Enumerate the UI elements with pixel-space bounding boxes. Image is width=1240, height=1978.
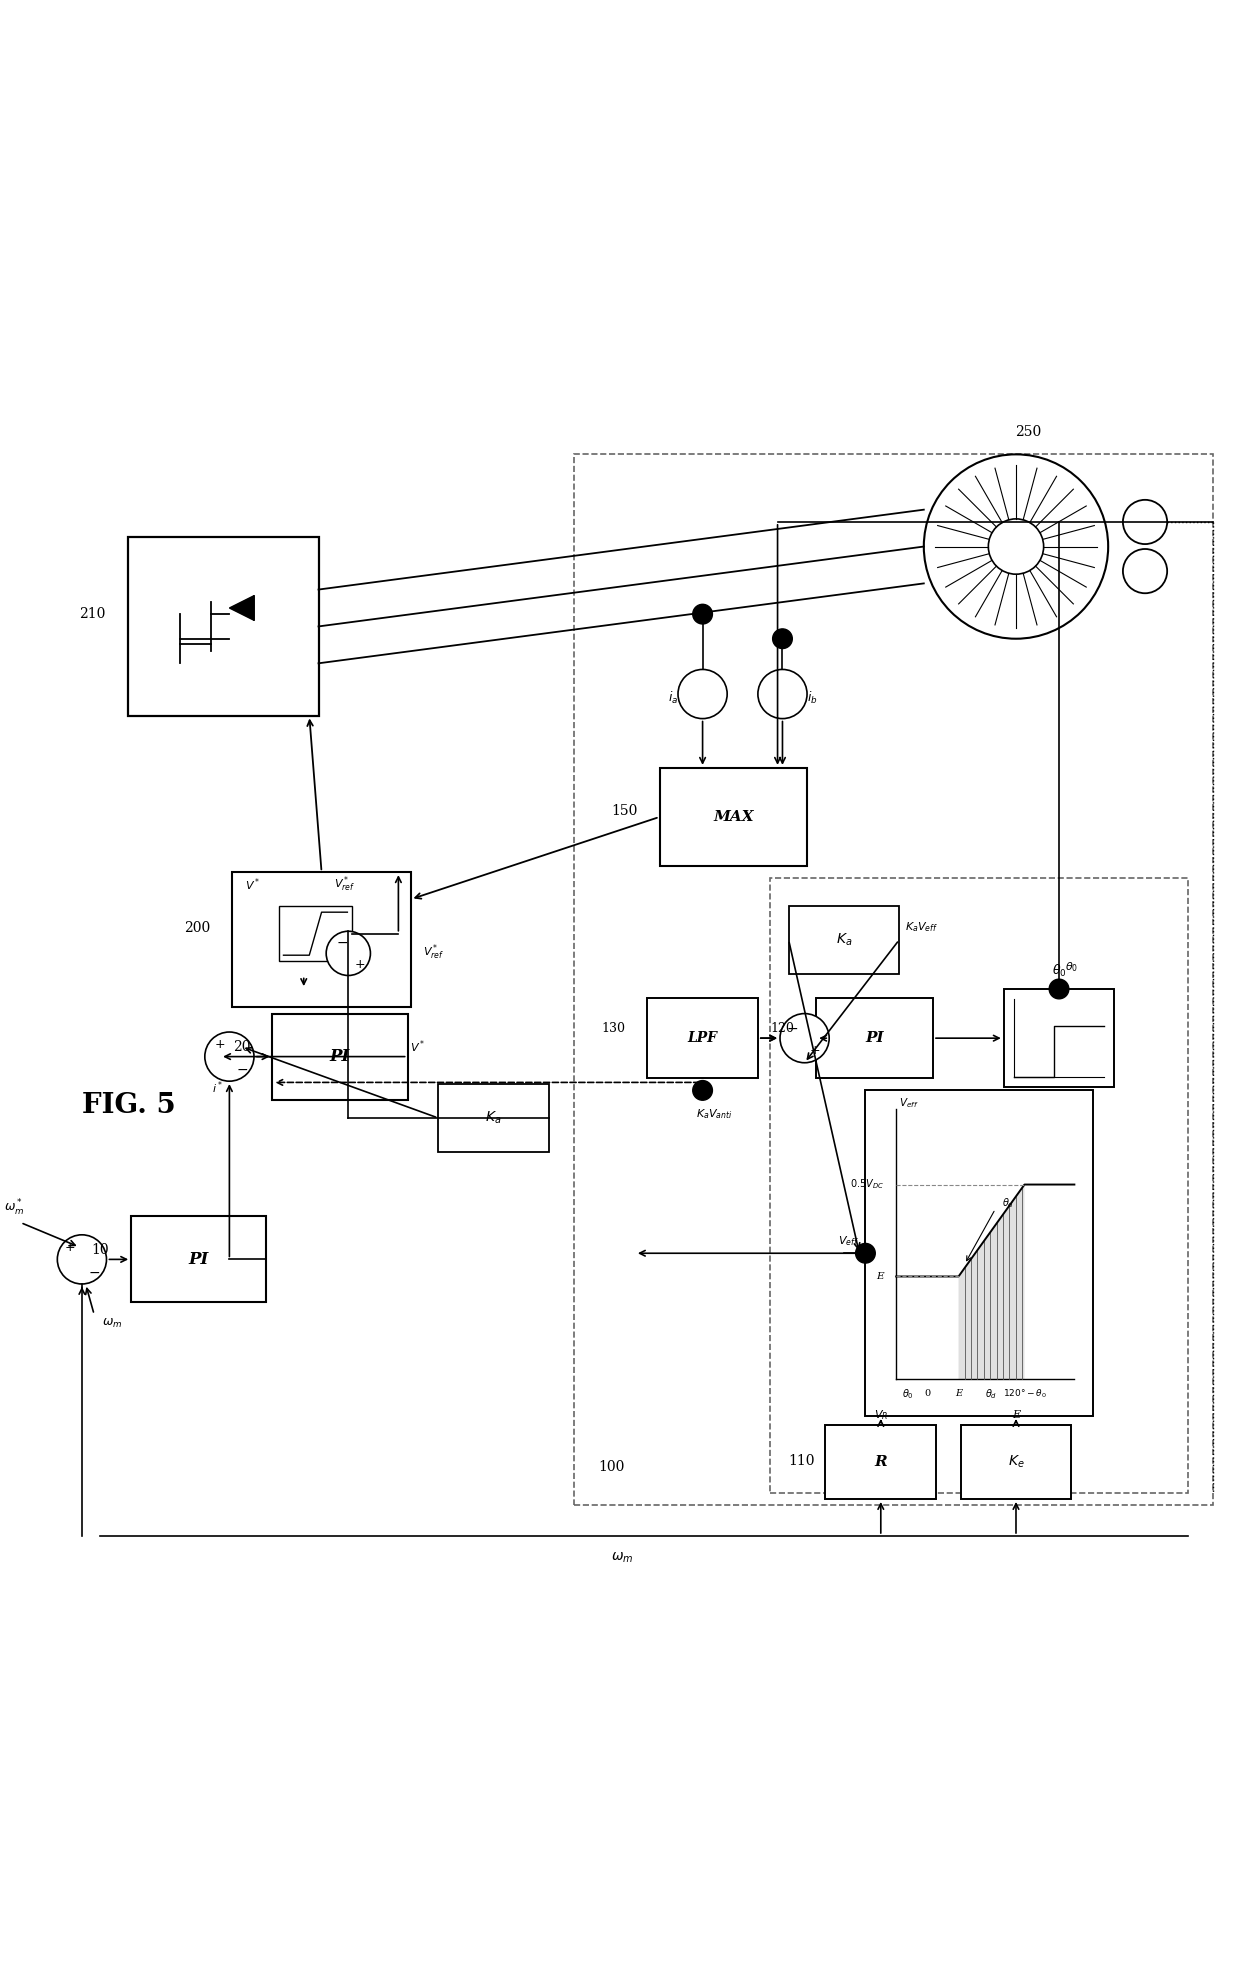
Circle shape [205,1033,254,1082]
Bar [128,538,319,716]
Text: $K_a V_{eff}$: $K_a V_{eff}$ [905,920,939,934]
Circle shape [780,1013,830,1062]
Text: $\theta_0$: $\theta_0$ [903,1387,914,1400]
Bar [789,906,899,973]
Text: PI: PI [866,1031,884,1044]
Circle shape [678,669,727,718]
Text: $120°-\theta_0$: $120°-\theta_0$ [1003,1389,1047,1400]
Text: $K_a$: $K_a$ [485,1110,502,1125]
Text: 200: 200 [184,920,211,934]
Bar [273,1013,408,1100]
Circle shape [693,1080,713,1100]
Bar [647,999,758,1078]
Text: $-$: $-$ [88,1264,100,1278]
Bar [279,906,352,961]
Text: $K_a V_{anti}$: $K_a V_{anti}$ [697,1108,733,1122]
Circle shape [856,1244,875,1264]
Circle shape [1123,550,1167,593]
Text: 110: 110 [789,1454,815,1468]
Text: $\omega_m^*$: $\omega_m^*$ [4,1199,25,1218]
Bar [574,455,1213,1505]
Text: $0.5V_{DC}$: $0.5V_{DC}$ [849,1177,884,1191]
Polygon shape [959,1185,1024,1379]
Text: $V^*$: $V^*$ [244,876,260,892]
Text: $\theta_0$: $\theta_0$ [1052,963,1066,979]
Text: $i^*$: $i^*$ [212,1080,223,1096]
Text: 150: 150 [611,803,637,817]
Text: $V_R$: $V_R$ [874,1408,888,1422]
Bar [232,872,410,1007]
Bar [438,1084,549,1151]
Text: $V^*$: $V^*$ [409,1038,425,1054]
Text: 120: 120 [770,1023,794,1034]
Polygon shape [229,595,254,621]
Text: 10: 10 [92,1242,109,1256]
Text: $K_e$: $K_e$ [1008,1454,1024,1470]
Text: FIG. 5: FIG. 5 [82,1092,176,1120]
Text: $V_{eff}$: $V_{eff}$ [838,1234,859,1248]
Bar [961,1426,1071,1499]
Text: MAX: MAX [713,809,754,825]
Text: $-$: $-$ [336,936,348,949]
Text: E: E [955,1389,962,1398]
Text: LPF: LPF [688,1031,718,1044]
Text: $\theta_0$: $\theta_0$ [1065,959,1079,973]
Bar [770,878,1188,1493]
Text: 0: 0 [924,1389,930,1398]
Text: 210: 210 [79,607,105,621]
Bar [1003,989,1115,1088]
Text: $+$: $+$ [808,1044,820,1056]
Text: PI: PI [188,1250,208,1268]
Bar [660,767,807,866]
Text: $-$: $-$ [786,1021,799,1034]
Text: 100: 100 [598,1460,625,1474]
Text: 20: 20 [233,1040,250,1054]
Text: R: R [874,1456,887,1470]
Text: $V_{eff}$: $V_{eff}$ [899,1096,919,1110]
Bar [826,1426,936,1499]
Text: 250: 250 [1016,425,1042,439]
Text: $+$: $+$ [353,957,365,971]
Circle shape [1049,979,1069,999]
Bar [866,1090,1092,1416]
Text: $V^*_{ref}$: $V^*_{ref}$ [423,942,444,961]
Text: $-$: $-$ [236,1062,248,1076]
Bar [131,1216,267,1302]
Circle shape [326,932,371,975]
Bar [816,999,932,1078]
Text: 130: 130 [601,1023,625,1034]
Circle shape [773,629,792,649]
Text: PI: PI [330,1048,350,1064]
Circle shape [693,605,713,623]
Circle shape [758,669,807,718]
Circle shape [57,1234,107,1284]
Text: $K_a$: $K_a$ [836,932,852,947]
Text: E: E [1012,1410,1021,1420]
Text: $\theta_d$: $\theta_d$ [1002,1197,1014,1211]
Text: $\theta_d$: $\theta_d$ [986,1387,998,1400]
Text: $\omega_m$: $\omega_m$ [103,1317,123,1329]
Text: $+$: $+$ [64,1240,76,1254]
Text: $+$: $+$ [215,1038,226,1050]
Text: E: E [877,1272,884,1282]
Text: $\omega_m$: $\omega_m$ [611,1551,634,1565]
Text: $i_a$: $i_a$ [668,690,678,706]
Text: $V^*_{ref}$: $V^*_{ref}$ [334,874,355,894]
Text: $i_b$: $i_b$ [807,690,817,706]
Circle shape [1123,500,1167,544]
